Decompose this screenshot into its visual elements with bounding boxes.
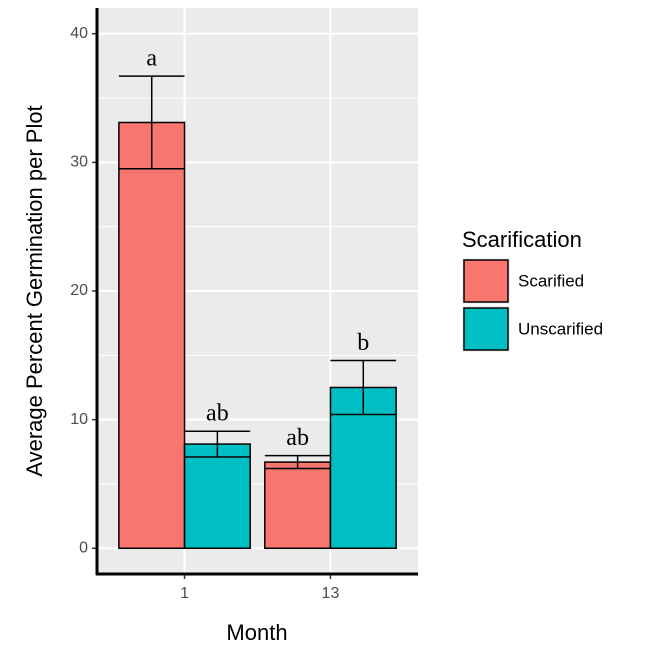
legend-label: Unscarified [518,319,603,338]
y-tick-label: 20 [70,282,88,299]
bar [118,121,186,550]
significance-letter: ab [206,401,229,427]
x-axis-title: Month [226,620,287,645]
significance-letter: a [146,46,157,72]
bar [183,443,251,550]
significance-letter: b [357,330,369,356]
y-tick-label: 10 [70,411,88,428]
y-axis-title: Average Percent Germination per Plot [22,105,47,476]
x-tick-label: 1 [180,585,189,602]
legend-key [463,259,509,303]
y-tick-label: 40 [70,25,88,42]
legend-key [463,307,509,351]
legend-title: Scarification [462,227,582,252]
bar [264,461,332,550]
legend-label: Scarified [518,271,584,290]
y-tick-label: 0 [79,539,88,556]
y-tick-label: 30 [70,154,88,171]
significance-letter: ab [286,425,309,451]
x-tick-label: 13 [322,585,340,602]
